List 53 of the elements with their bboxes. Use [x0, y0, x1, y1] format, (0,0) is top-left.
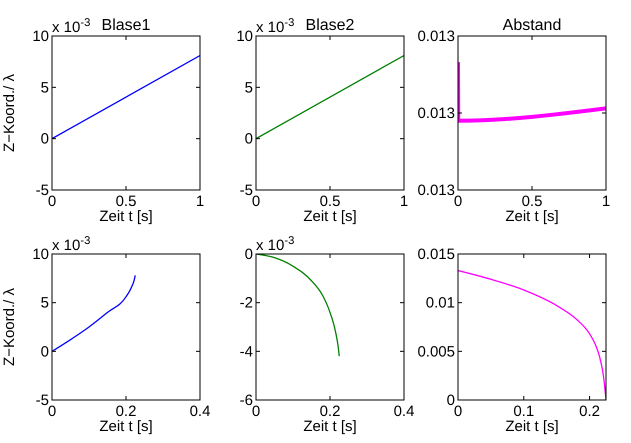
chart-title: Abstand	[502, 17, 562, 34]
y-tick-label: 10	[32, 28, 49, 45]
y-tick-label: 0.013	[417, 182, 455, 199]
annotation: x 10$^{-3}$	[256, 235, 294, 254]
y-tick-label: 0.01	[426, 294, 455, 312]
y-tick-label: 0.013	[417, 105, 455, 122]
y-tick-label: -6	[240, 392, 253, 409]
x-axis-title: Zeit t [s]	[303, 418, 357, 435]
x-tick-label: 0.2	[579, 403, 600, 420]
y-tick-label: 0	[244, 246, 253, 263]
x-tick-label: 0.5	[116, 193, 136, 210]
y-tick-label: 0.005	[417, 343, 455, 360]
y-tick-label: 5	[244, 79, 253, 96]
y-tick-label: -4	[240, 343, 253, 360]
y-tick-label: -5	[240, 182, 253, 199]
x-tick-label: 0.5	[320, 193, 340, 210]
y-tick-label: -2	[240, 294, 253, 312]
y-tick-label: 0	[244, 130, 253, 148]
y-tick-label: -5	[36, 182, 49, 199]
x-tick-label: 1	[400, 193, 408, 210]
x-axis-title: Zeit t [s]	[99, 418, 153, 435]
x-axis-title: Zeit t [s]	[505, 208, 559, 225]
x-tick-label: 0.2	[320, 403, 340, 420]
chart-title: Blase1	[102, 17, 151, 34]
x-axis-title: Zeit t [s]	[99, 208, 153, 225]
annotation: x 10$^{-3}$	[52, 235, 90, 254]
text: x 10$^{-3}$	[52, 17, 90, 36]
y-tick-label: 0	[446, 392, 455, 409]
line-series	[52, 274, 136, 352]
x-axis-title: Zeit t [s]	[303, 208, 357, 225]
y-tick-label: 0	[40, 343, 49, 360]
y-axis-title: Z−Koord./ λ	[1, 74, 18, 152]
y-tick-label: 5	[40, 294, 49, 312]
x-tick-label: 1	[602, 193, 610, 210]
line-series	[458, 270, 606, 400]
text: x 10$^{-3}$	[256, 17, 294, 36]
x-tick-label: 1	[196, 193, 204, 210]
y-tick-label: -5	[36, 392, 49, 409]
x-tick-label: 0.1	[513, 403, 534, 420]
y-tick-label: 10	[32, 246, 49, 263]
y-tick-label: 0.013	[417, 28, 455, 45]
y-tick-label: 5	[40, 79, 49, 96]
chart-title: Blase2	[306, 17, 355, 34]
y-tick-label: 0.015	[417, 246, 455, 263]
x-tick-label: 0.2	[116, 403, 136, 420]
line-series	[256, 254, 340, 357]
y-axis-title: Z−Koord./ λ	[1, 288, 18, 366]
y-tick-label: 0	[40, 130, 49, 148]
x-tick-label: 0.4	[394, 403, 414, 420]
x-tick-label: 0.4	[190, 403, 210, 420]
x-axis-title: Zeit t [s]	[505, 418, 559, 435]
x-tick-label: 0.5	[522, 193, 542, 210]
y-tick-label: 10	[236, 28, 253, 45]
